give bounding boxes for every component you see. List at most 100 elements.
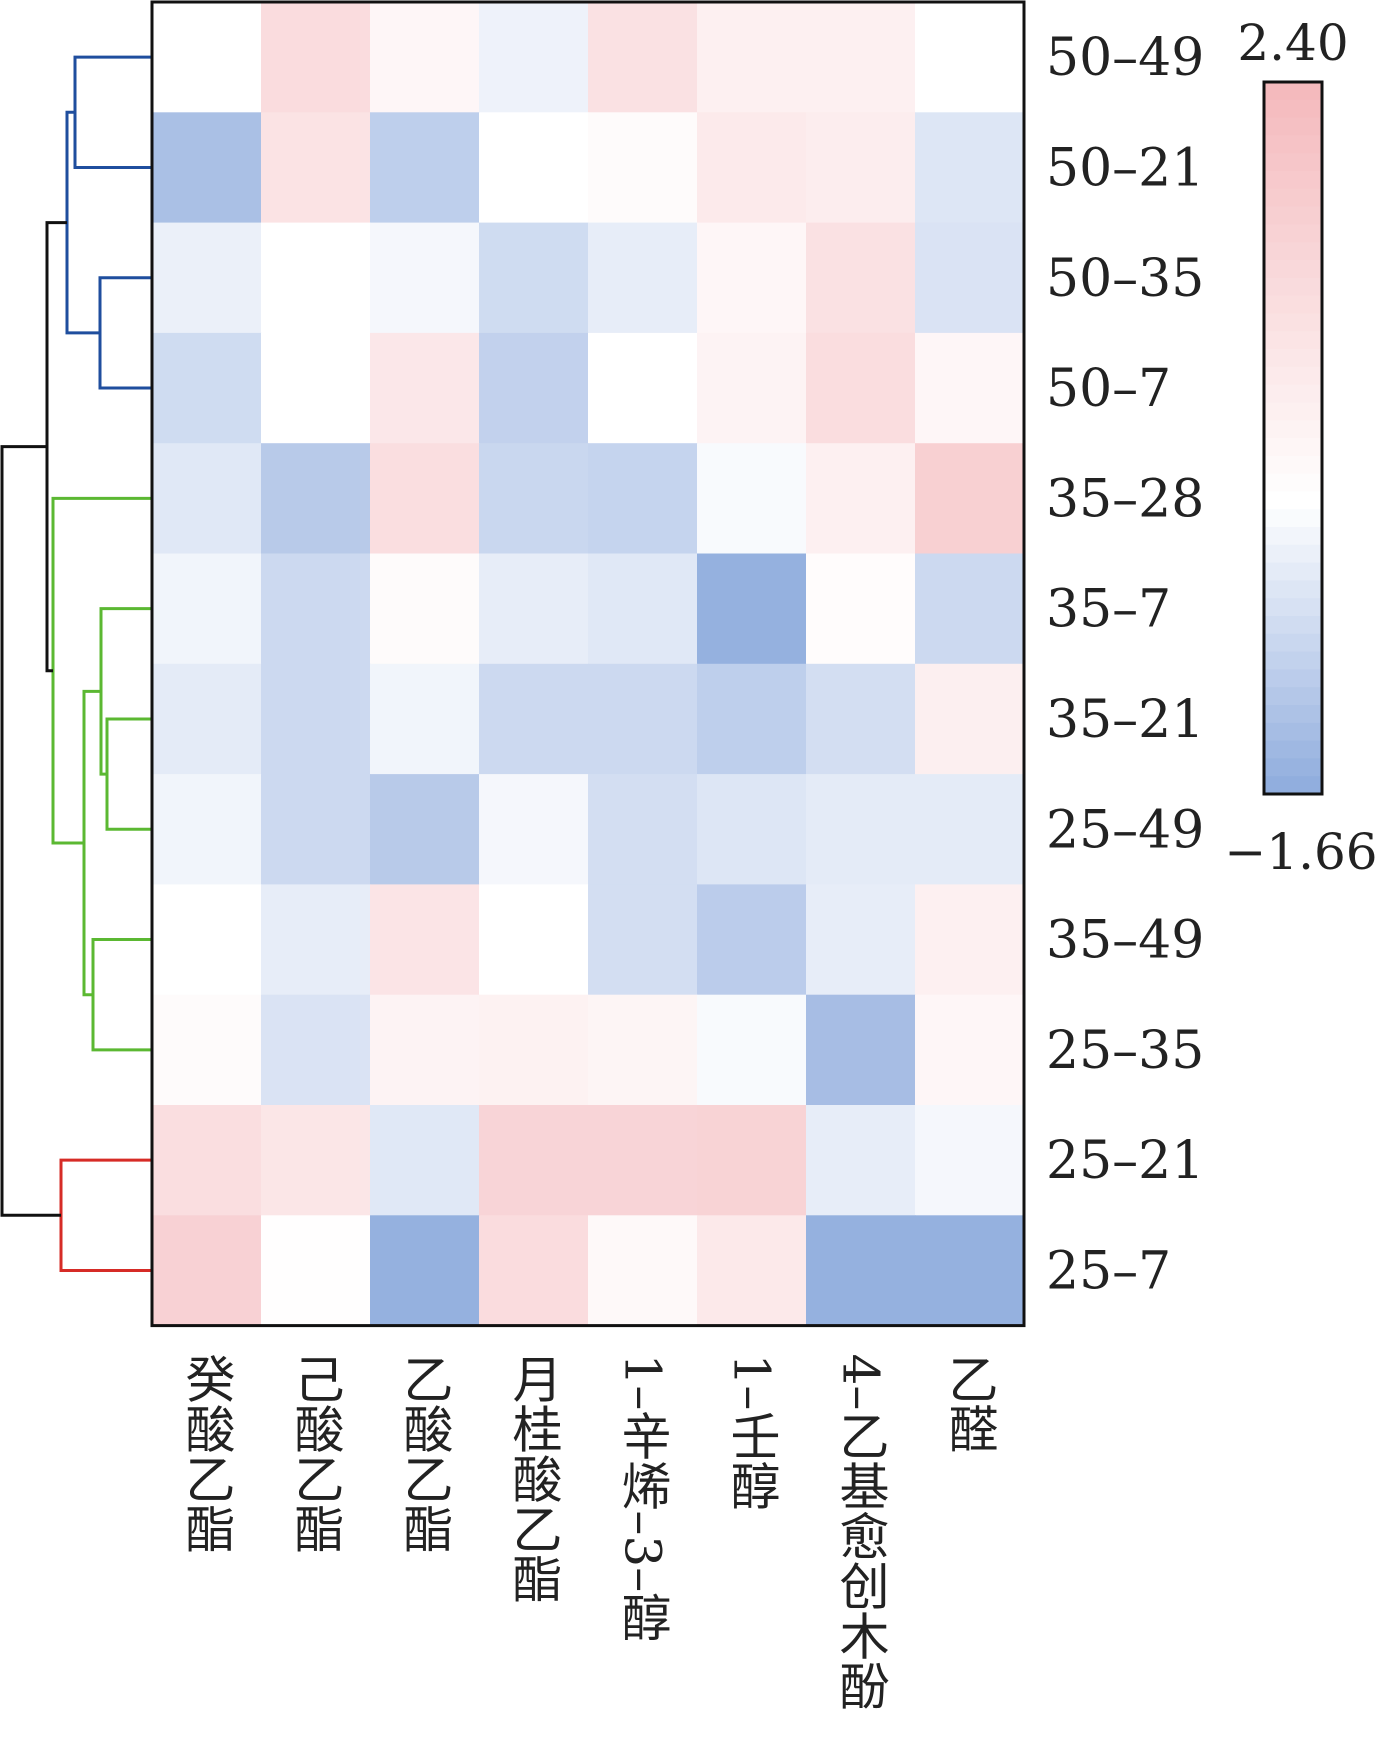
colorbar-step bbox=[1264, 544, 1322, 564]
heatmap-cell bbox=[261, 222, 371, 334]
colorbar-step bbox=[1264, 349, 1322, 368]
colorbar-step bbox=[1264, 562, 1322, 581]
heatmap-cell bbox=[370, 663, 480, 775]
colorbar-step bbox=[1264, 651, 1322, 670]
heatmap-cell bbox=[588, 553, 698, 665]
row-dendrogram bbox=[0, 55, 152, 1272]
heatmap-cell bbox=[370, 112, 480, 224]
heatmap-cell bbox=[806, 112, 916, 224]
colorbar-step bbox=[1264, 171, 1322, 190]
column-label: 1–壬醇 bbox=[723, 1354, 781, 1511]
heatmap-cell bbox=[915, 774, 1025, 885]
colorbar-step bbox=[1264, 384, 1322, 403]
heatmap-frame bbox=[150, 0, 1026, 1328]
colorbar-step bbox=[1264, 277, 1322, 297]
column-label: 己酸乙酯 bbox=[287, 1354, 345, 1554]
colorbar-step bbox=[1264, 260, 1322, 279]
row-label: 25–21 bbox=[1046, 1131, 1204, 1191]
heatmap-cell bbox=[261, 1105, 371, 1216]
row-label: 35–21 bbox=[1046, 690, 1204, 750]
heatmap-cell bbox=[479, 112, 589, 224]
colorbar-step bbox=[1264, 206, 1322, 225]
heatmap-cell bbox=[152, 112, 262, 224]
heatmap-cell bbox=[370, 1215, 480, 1327]
heatmap-cell bbox=[806, 553, 916, 665]
colorbar-step bbox=[1264, 740, 1322, 759]
heatmap-cell bbox=[806, 1105, 916, 1216]
heatmap-cell bbox=[697, 2, 807, 113]
dendrogram-branch bbox=[105, 717, 152, 831]
heatmap-cell bbox=[697, 994, 807, 1106]
heatmap-cell bbox=[588, 2, 698, 113]
colorbar-step bbox=[1264, 242, 1322, 261]
heatmap-cell bbox=[588, 774, 698, 885]
colorbar-step bbox=[1264, 669, 1322, 688]
colorbar-step bbox=[1264, 455, 1322, 475]
colorbar-step bbox=[1264, 687, 1322, 706]
row-label: 25–49 bbox=[1046, 800, 1204, 860]
heatmap-cell bbox=[261, 663, 371, 775]
colorbar-step bbox=[1264, 527, 1322, 546]
heatmap-cell bbox=[370, 332, 480, 444]
heatmap-cell bbox=[915, 332, 1025, 444]
heatmap-cell bbox=[479, 332, 589, 444]
colorbar-step bbox=[1264, 616, 1322, 635]
heatmap-cell bbox=[152, 663, 262, 775]
heatmap-cell bbox=[915, 222, 1025, 334]
heatmap-cell bbox=[806, 2, 916, 113]
heatmap-cell bbox=[152, 443, 262, 555]
row-label: 25–35 bbox=[1046, 1021, 1204, 1081]
heatmap-cell bbox=[261, 994, 371, 1106]
heatmap-cell bbox=[806, 443, 916, 555]
dendrogram-branch bbox=[59, 1158, 152, 1272]
column-label: 乙酸乙酯 bbox=[396, 1354, 454, 1554]
colorbar-step bbox=[1264, 705, 1322, 724]
heatmap-cell bbox=[152, 1215, 262, 1327]
colorbar: 2.40 −1.66 bbox=[1224, 14, 1377, 881]
colorbar-step bbox=[1264, 117, 1322, 136]
heatmap-cell bbox=[479, 994, 589, 1106]
colorbar-step bbox=[1264, 758, 1322, 777]
heatmap-cell bbox=[152, 2, 262, 113]
dendrogram-branch bbox=[98, 276, 152, 390]
colorbar-max-label: 2.40 bbox=[1237, 14, 1348, 72]
heatmap-cell bbox=[261, 553, 371, 665]
colorbar-step bbox=[1264, 633, 1322, 653]
row-label: 50–49 bbox=[1046, 28, 1204, 88]
heatmap-cell bbox=[915, 1215, 1025, 1327]
row-label: 35–49 bbox=[1046, 911, 1204, 971]
heatmap-cell bbox=[915, 1105, 1025, 1216]
colorbar-step bbox=[1264, 509, 1322, 528]
heatmap-cell bbox=[479, 774, 589, 885]
heatmap-cell bbox=[806, 663, 916, 775]
column-label: 癸酸乙酯 bbox=[178, 1354, 236, 1554]
colorbar-step bbox=[1264, 438, 1322, 457]
heatmap-cell bbox=[152, 553, 262, 665]
heatmap-cell bbox=[806, 332, 916, 444]
dendrogram-branch bbox=[99, 607, 152, 776]
heatmap-cell bbox=[806, 774, 916, 885]
colorbar-frame bbox=[1262, 80, 1324, 796]
heatmap-cell bbox=[152, 332, 262, 444]
column-label: 1–辛烯–3–醇 bbox=[614, 1354, 672, 1643]
colorbar-step bbox=[1264, 153, 1322, 172]
heatmap-cell bbox=[261, 774, 371, 885]
heatmap-cell bbox=[697, 222, 807, 334]
colorbar-step bbox=[1264, 224, 1322, 243]
colorbar-step bbox=[1264, 366, 1322, 386]
heatmap-cell bbox=[479, 2, 589, 113]
heatmap-cell bbox=[697, 443, 807, 555]
heatmap-cells bbox=[152, 2, 1025, 1327]
heatmap-cell bbox=[697, 1105, 807, 1216]
heatmap-cell bbox=[261, 1215, 371, 1327]
dendrogram-branch bbox=[73, 55, 152, 169]
heatmap-cell bbox=[152, 222, 262, 334]
heatmap-cell bbox=[261, 2, 371, 113]
colorbar-step bbox=[1264, 295, 1322, 314]
heatmap-cell bbox=[806, 884, 916, 996]
heatmap-cell bbox=[806, 994, 916, 1106]
heatmap-cell bbox=[479, 553, 589, 665]
colorbar-min-label: −1.66 bbox=[1224, 823, 1377, 881]
heatmap-cell bbox=[261, 443, 371, 555]
heatmap-cell bbox=[479, 884, 589, 996]
